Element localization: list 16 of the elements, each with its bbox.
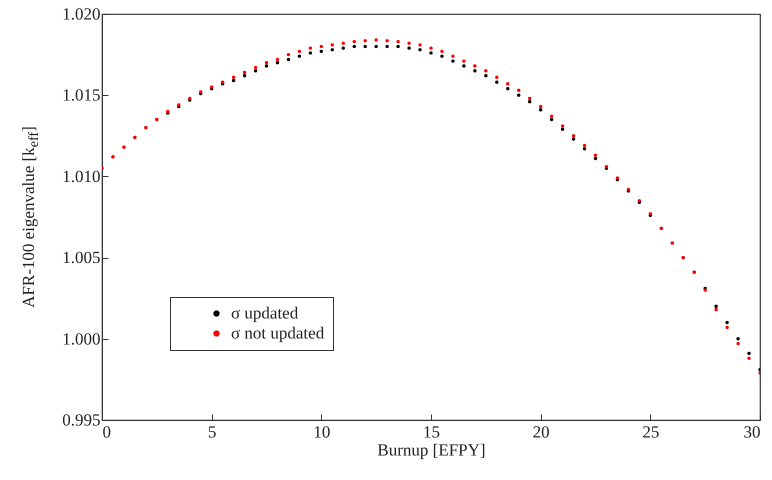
y-tick-label: 1.000 — [62, 329, 100, 348]
y-tick-label: 1.015 — [62, 86, 100, 105]
x-tick-label: 0 — [102, 422, 111, 442]
y-tick-label: 1.020 — [62, 4, 100, 24]
x-tick-label: 30 — [744, 422, 760, 442]
x-tick-label: 20 — [532, 422, 550, 442]
legend-label: σ not updated — [231, 324, 325, 342]
y-tick-label: 1.010 — [62, 166, 100, 186]
x-tick-label: 5 — [208, 422, 216, 442]
y-tick-label: 1.005 — [62, 248, 100, 268]
legend-label: σ updated — [231, 304, 299, 322]
x-tick-label: 25 — [642, 422, 660, 442]
x-axis-title: Burnup [EFPY] — [377, 440, 486, 460]
x-tick-label: 10 — [313, 422, 330, 442]
y-tick-label: 0.995 — [62, 410, 100, 430]
x-tick-label: 15 — [423, 422, 440, 442]
